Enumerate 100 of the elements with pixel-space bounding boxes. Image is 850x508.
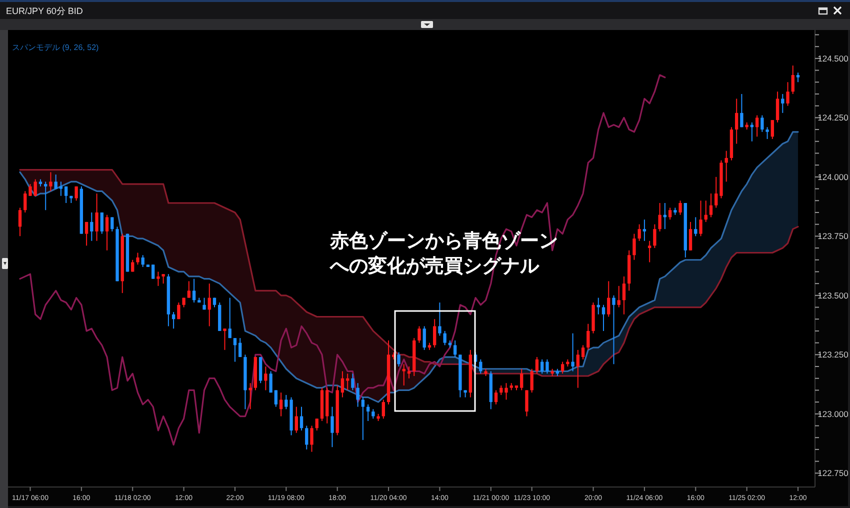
candlestick: [44, 181, 48, 211]
candlestick: [141, 254, 144, 268]
y-tick-label: 123.000: [818, 408, 849, 419]
candlestick: [571, 332, 574, 372]
candlestick: [540, 358, 544, 374]
y-tick-label: 122.750: [818, 468, 849, 478]
text: スパンモデル (9, 26, 52): [12, 43, 100, 52]
candlestick: [734, 98, 738, 144]
candlestick: [382, 399, 385, 420]
candlestick: [699, 200, 702, 237]
candlestick: [776, 91, 780, 123]
candlestick: [525, 390, 528, 417]
y-tick-label: 123.500: [818, 290, 849, 300]
candlestick: [264, 366, 268, 391]
candlestick: [443, 330, 446, 346]
candlestick: [494, 390, 498, 405]
candlestick: [223, 328, 226, 350]
candlestick: [84, 221, 88, 246]
candlestick: [59, 181, 63, 196]
candlestick: [500, 384, 503, 396]
candlestick: [453, 340, 457, 358]
candlestick: [786, 82, 790, 106]
candlestick: [560, 361, 564, 374]
candlestick: [658, 202, 662, 232]
candlestick: [28, 184, 32, 196]
candlestick: [274, 390, 278, 408]
candlestick: [136, 252, 140, 266]
candlestick: [781, 93, 784, 114]
candlestick: [596, 297, 600, 315]
y-tick-label: 124.500: [818, 53, 849, 64]
candlestick: [156, 271, 160, 286]
candlestick: [709, 193, 713, 218]
candlestick: [535, 356, 539, 374]
y-tick-label: 123.250: [818, 350, 849, 360]
candlestick: [402, 364, 406, 386]
candlestick: [791, 65, 794, 94]
candlestick: [586, 323, 590, 350]
candlestick: [520, 368, 524, 391]
candlestick: [172, 312, 176, 330]
candlestick: [617, 285, 620, 308]
candlestick: [766, 126, 769, 140]
annotation: 赤色ゾーンから青色ゾーンへの変化が売買シグナル: [329, 230, 558, 277]
candlestick: [24, 190, 27, 213]
candlestick: [755, 114, 759, 138]
candlestick: [74, 186, 78, 202]
candlestick: [397, 352, 400, 368]
candlestick: [530, 368, 534, 394]
candlestick: [64, 186, 68, 204]
candlestick: [300, 406, 304, 431]
candlestick: [668, 207, 672, 220]
candlestick: [622, 276, 626, 315]
candlestick: [607, 280, 610, 318]
candlestick: [305, 425, 308, 450]
candlestick: [433, 318, 436, 348]
candlestick: [704, 200, 708, 222]
candlestick: [653, 224, 656, 249]
candlestick: [330, 406, 334, 448]
candlestick: [340, 370, 344, 398]
candlestick: [258, 356, 262, 384]
candlestick: [208, 283, 211, 327]
y-tick-label: 123.750: [818, 231, 849, 242]
candlestick: [632, 233, 636, 260]
candlestick: [284, 394, 288, 410]
candlestick: [315, 418, 318, 431]
candlestick: [642, 219, 646, 242]
candlestick: [602, 304, 606, 332]
candlestick: [760, 114, 764, 132]
candlestick: [279, 392, 283, 417]
candlestick: [100, 212, 104, 234]
candlestick: [187, 280, 190, 298]
candlestick: [612, 294, 616, 365]
candlestick: [54, 174, 58, 190]
candlestick: [688, 221, 692, 251]
line-series: [19, 74, 666, 446]
y-tick-label: 124.250: [818, 112, 849, 123]
candlestick: [294, 406, 298, 434]
candlestick: [228, 297, 232, 339]
candlestick: [233, 338, 237, 362]
candlestick: [110, 216, 114, 232]
candlestick: [438, 302, 442, 336]
candlestick: [192, 278, 196, 304]
candlestick: [238, 338, 242, 358]
candlestick: [724, 150, 728, 182]
chart-title: EUR/JPY 60分 BID: [6, 6, 84, 16]
candlestick: [372, 408, 375, 420]
candlestick: [648, 240, 652, 263]
candlestick: [479, 358, 482, 374]
candlestick: [310, 425, 314, 452]
candlestick: [678, 200, 682, 216]
candlestick: [638, 224, 641, 242]
candlestick: [366, 404, 370, 422]
y-tick-label: 124.000: [818, 172, 849, 182]
candlestick: [151, 264, 155, 280]
candlestick: [248, 382, 252, 410]
candlestick: [18, 207, 22, 237]
candlestick: [546, 358, 549, 374]
candlestick: [796, 72, 800, 83]
candlestick: [418, 326, 421, 344]
candlestick: [770, 120, 774, 140]
candlestick: [269, 370, 272, 394]
